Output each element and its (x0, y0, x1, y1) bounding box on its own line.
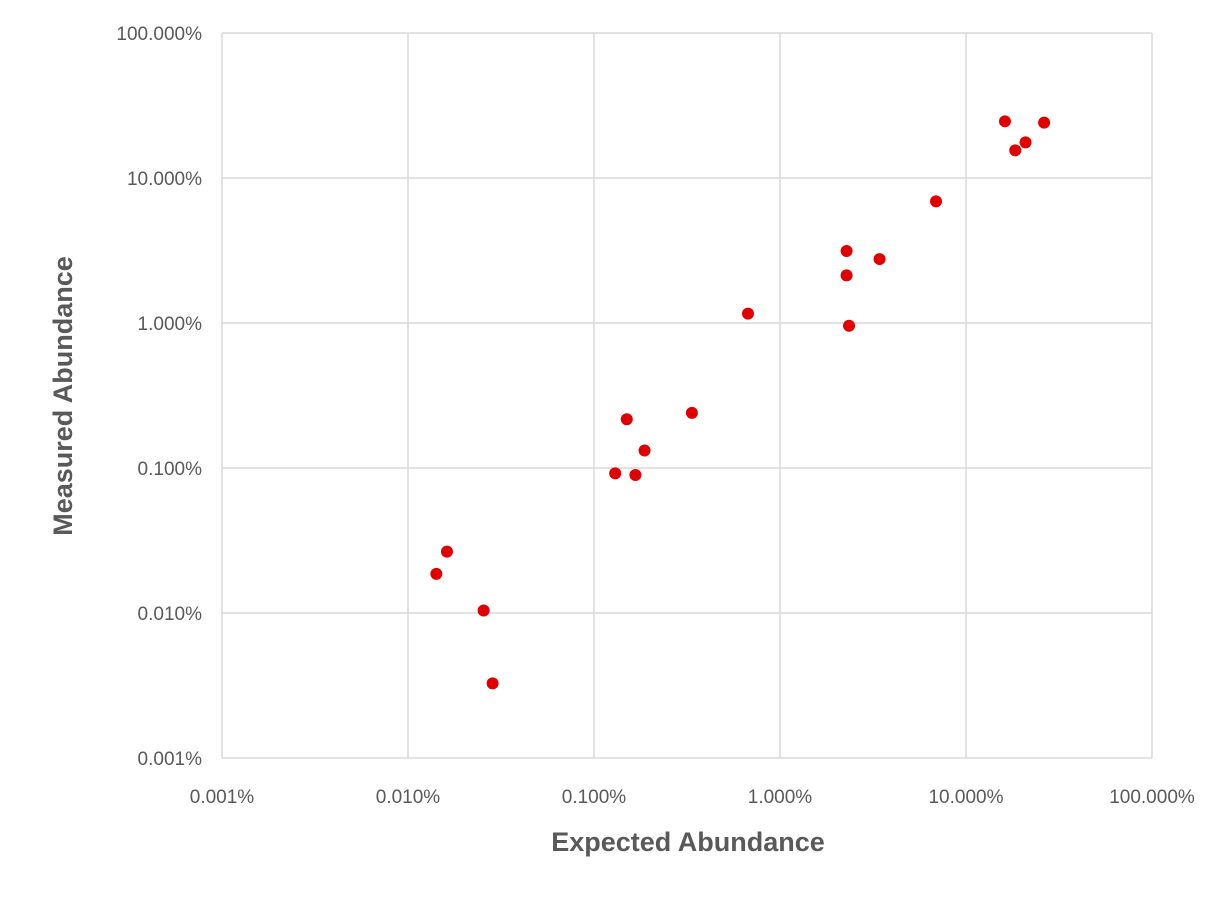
y-axis-title: Measured Abundance (48, 256, 78, 536)
x-tick-label: 0.100% (562, 787, 627, 808)
data-point-3 (486, 677, 499, 690)
data-point-18 (1038, 116, 1051, 129)
data-point-17 (1019, 136, 1032, 149)
x-tick-labels: 0.001% 0.010% 0.100% 1.000% 10.000% 100.000% (190, 787, 1195, 808)
data-point-1 (440, 545, 453, 558)
data-point-7 (638, 444, 651, 457)
data-point-15 (998, 115, 1011, 128)
data-point-0 (430, 567, 443, 580)
data-point-10 (840, 244, 853, 257)
data-point-5 (620, 413, 633, 426)
x-tick-label: 0.010% (376, 787, 441, 808)
grid-lines (221, 32, 1153, 759)
data-point-6 (629, 468, 642, 481)
x-tick-label: 0.001% (190, 787, 255, 808)
y-tick-label: 0.001% (138, 749, 203, 770)
y-tick-label: 0.100% (138, 459, 203, 480)
y-tick-label: 100.000% (116, 24, 202, 45)
x-tick-label: 1.000% (748, 787, 813, 808)
data-point-16 (1009, 144, 1022, 157)
x-tick-label: 100.000% (1109, 787, 1195, 808)
x-tick-label: 10.000% (928, 787, 1003, 808)
data-point-14 (930, 195, 943, 208)
data-point-4 (609, 467, 622, 480)
data-point-12 (843, 319, 856, 332)
y-tick-labels: 0.001% 0.010% 0.100% 1.000% 10.000% 100.000% (116, 24, 202, 770)
data-point-9 (742, 307, 755, 320)
data-point-8 (685, 406, 698, 419)
y-tick-label: 10.000% (127, 169, 202, 190)
data-point-2 (477, 604, 490, 617)
data-point-13 (873, 253, 886, 266)
data-point-11 (840, 269, 853, 282)
x-axis-title: Expected Abundance (551, 827, 825, 857)
y-tick-label: 0.010% (138, 604, 203, 625)
data-points (430, 115, 1051, 690)
y-tick-label: 1.000% (138, 314, 203, 335)
